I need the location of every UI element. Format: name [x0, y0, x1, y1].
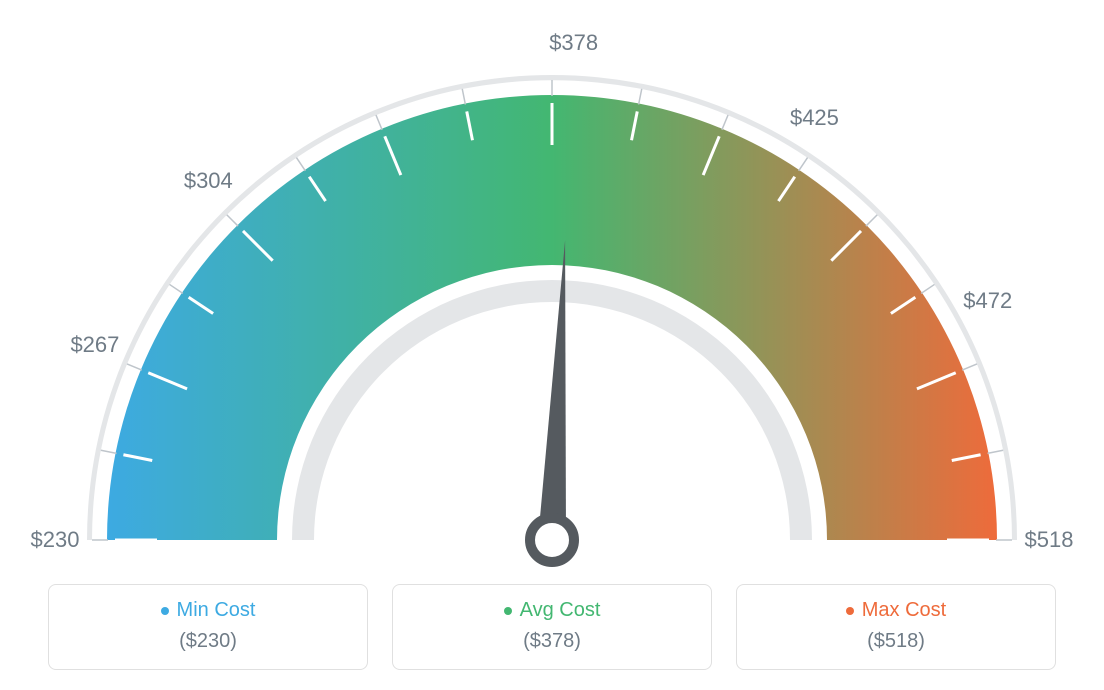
legend-avg-title: Avg Cost [504, 599, 601, 622]
legend-card-min: Min Cost ($230) [48, 584, 368, 670]
legend-min-label: Min Cost [177, 599, 256, 622]
gauge-tick-label: $230 [31, 527, 80, 553]
legend-max-title: Max Cost [846, 599, 946, 622]
gauge-tick-label: $425 [790, 105, 839, 131]
legend-max-label: Max Cost [862, 599, 946, 622]
bullet-icon [161, 607, 169, 615]
legend-card-avg: Avg Cost ($378) [392, 584, 712, 670]
legend-min-title: Min Cost [161, 599, 256, 622]
legend-max-value: ($518) [747, 630, 1045, 653]
gauge-chart: $230 $267 $304 $378 $425 $472 $518 [0, 0, 1104, 570]
legend-card-max: Max Cost ($518) [736, 584, 1056, 670]
gauge-tick-label: $518 [1025, 527, 1074, 553]
bullet-icon [504, 607, 512, 615]
cost-gauge-widget: $230 $267 $304 $378 $425 $472 $518 Min Cost ($… [0, 0, 1104, 690]
legend-avg-value: ($378) [403, 630, 701, 653]
legend-min-value: ($230) [59, 630, 357, 653]
gauge-tick-label: $378 [549, 30, 598, 56]
legend-avg-label: Avg Cost [520, 599, 601, 622]
gauge-tick-label: $267 [70, 332, 119, 358]
gauge-tick-label: $472 [963, 288, 1012, 314]
bullet-icon [846, 607, 854, 615]
gauge-tick-label: $304 [184, 168, 233, 194]
legend-row: Min Cost ($230) Avg Cost ($378) Max Cost… [0, 584, 1104, 670]
